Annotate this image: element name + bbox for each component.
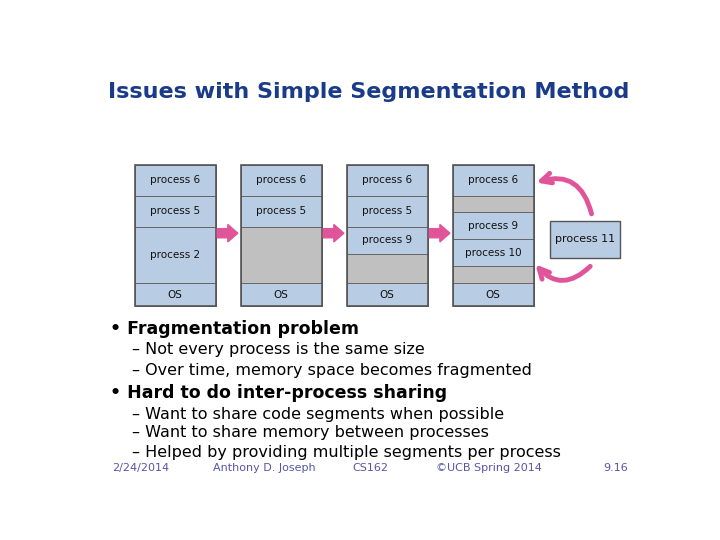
Text: process 6: process 6	[256, 175, 306, 185]
Bar	[347, 165, 428, 196]
Bar	[453, 165, 534, 306]
Text: process 6: process 6	[362, 175, 412, 185]
Text: Issues with Simple Segmentation Method: Issues with Simple Segmentation Method	[108, 82, 630, 102]
Text: process 6: process 6	[150, 175, 200, 185]
Text: process 10: process 10	[465, 248, 521, 258]
Text: ©UCB Spring 2014: ©UCB Spring 2014	[436, 463, 542, 473]
Text: – Want to share code segments when possible: – Want to share code segments when possi…	[132, 407, 504, 422]
Bar	[347, 196, 428, 227]
Text: – Not every process is the same size: – Not every process is the same size	[132, 342, 425, 357]
Bar	[550, 221, 620, 258]
Text: CS162: CS162	[352, 463, 388, 473]
Text: Anthony D. Joseph: Anthony D. Joseph	[213, 463, 315, 473]
Text: – Want to share memory between processes: – Want to share memory between processes	[132, 426, 489, 440]
Bar	[453, 283, 534, 306]
Bar	[453, 196, 534, 212]
Bar	[135, 283, 215, 306]
Text: process 5: process 5	[256, 206, 306, 217]
Text: 9.16: 9.16	[603, 463, 628, 473]
Text: process 5: process 5	[150, 206, 200, 217]
Bar	[453, 212, 534, 239]
Text: process 9: process 9	[362, 235, 412, 246]
FancyArrow shape	[217, 225, 238, 242]
Bar	[240, 283, 322, 306]
Bar	[347, 165, 428, 306]
Text: – Helped by providing multiple segments per process: – Helped by providing multiple segments …	[132, 445, 561, 460]
Bar	[347, 283, 428, 306]
Bar	[240, 196, 322, 227]
Bar	[347, 227, 428, 254]
Bar	[135, 165, 215, 306]
Text: OS: OS	[274, 289, 289, 300]
Text: process 2: process 2	[150, 250, 200, 260]
Bar	[453, 165, 534, 196]
Bar	[135, 165, 215, 196]
FancyArrow shape	[323, 225, 344, 242]
Bar	[453, 239, 534, 266]
FancyArrow shape	[429, 225, 450, 242]
Text: process 6: process 6	[468, 175, 518, 185]
Text: OS: OS	[168, 289, 183, 300]
Bar	[453, 266, 534, 283]
Text: process 5: process 5	[362, 206, 412, 217]
Text: process 9: process 9	[468, 221, 518, 231]
Text: • Fragmentation problem: • Fragmentation problem	[109, 320, 359, 338]
Text: – Over time, memory space becomes fragmented: – Over time, memory space becomes fragme…	[132, 363, 532, 378]
Text: 2/24/2014: 2/24/2014	[112, 463, 169, 473]
Text: OS: OS	[379, 289, 395, 300]
Bar	[135, 227, 215, 283]
Text: • Hard to do inter-process sharing: • Hard to do inter-process sharing	[109, 384, 446, 402]
Text: process 11: process 11	[555, 234, 616, 245]
Bar	[240, 227, 322, 283]
Text: OS: OS	[486, 289, 500, 300]
Bar	[240, 165, 322, 196]
Bar	[347, 254, 428, 283]
Bar	[135, 196, 215, 227]
Bar	[240, 165, 322, 306]
